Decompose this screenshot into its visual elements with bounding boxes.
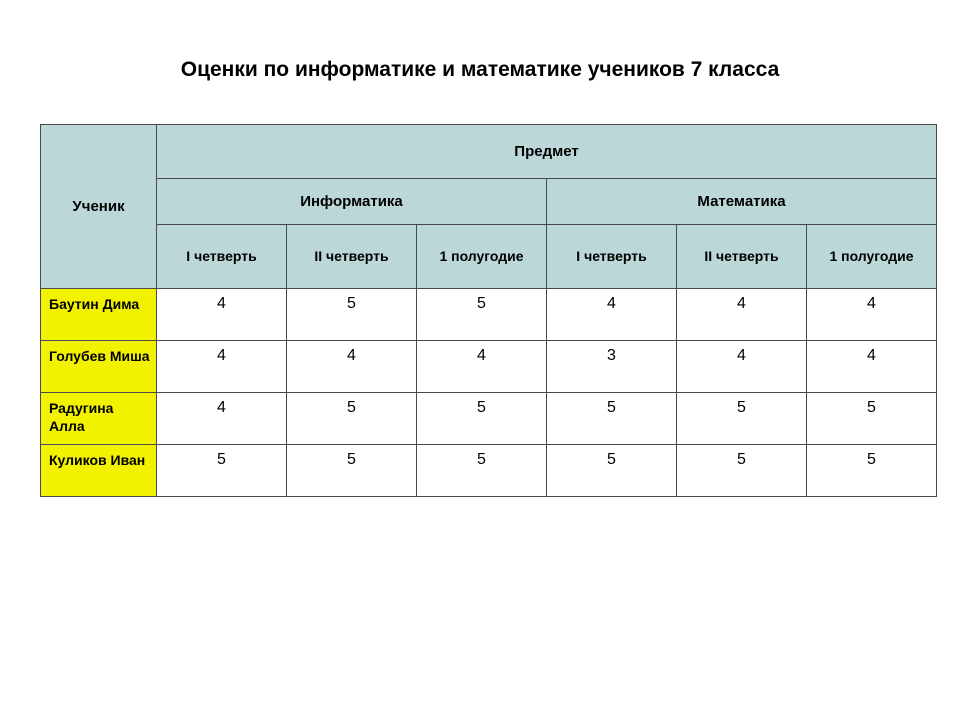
col-header-period: I четверть [547,225,677,289]
grade-cell: 4 [547,289,677,341]
grade-cell: 4 [417,341,547,393]
table-row: Радугина Алла 4 5 5 5 5 5 [41,393,937,445]
col-header-student: Ученик [41,125,157,289]
grade-cell: 5 [547,393,677,445]
student-name: Голубев Миша [41,341,157,393]
grade-cell: 5 [547,445,677,497]
table-row: Голубев Миша 4 4 4 3 4 4 [41,341,937,393]
grade-cell: 5 [807,445,937,497]
col-header-period: I четверть [157,225,287,289]
grade-cell: 5 [417,445,547,497]
col-header-period: II четверть [287,225,417,289]
student-name: Куликов Иван [41,445,157,497]
page-title: Оценки по информатике и математике учени… [0,58,960,82]
grade-cell: 4 [677,341,807,393]
grade-cell: 4 [157,393,287,445]
col-header-period: 1 полугодие [417,225,547,289]
col-header-period: 1 полугодие [807,225,937,289]
grade-cell: 4 [807,341,937,393]
grade-cell: 5 [677,445,807,497]
table-row: Куликов Иван 5 5 5 5 5 5 [41,445,937,497]
grade-cell: 4 [287,341,417,393]
student-name: Радугина Алла [41,393,157,445]
grades-table: Ученик Предмет Информатика Математика I … [40,124,937,497]
student-name: Баутин Дима [41,289,157,341]
grade-cell: 5 [417,289,547,341]
col-header-informatics: Информатика [157,179,547,225]
grade-cell: 4 [677,289,807,341]
col-header-mathematics: Математика [547,179,937,225]
grade-cell: 4 [157,341,287,393]
grade-cell: 5 [287,289,417,341]
grade-cell: 5 [417,393,547,445]
grade-cell: 5 [677,393,807,445]
grade-cell: 3 [547,341,677,393]
grade-cell: 5 [287,445,417,497]
col-header-subject: Предмет [157,125,937,179]
grade-cell: 5 [287,393,417,445]
table-row: Баутин Дима 4 5 5 4 4 4 [41,289,937,341]
grade-cell: 4 [157,289,287,341]
grade-cell: 4 [807,289,937,341]
grade-cell: 5 [807,393,937,445]
grade-cell: 5 [157,445,287,497]
col-header-period: II четверть [677,225,807,289]
